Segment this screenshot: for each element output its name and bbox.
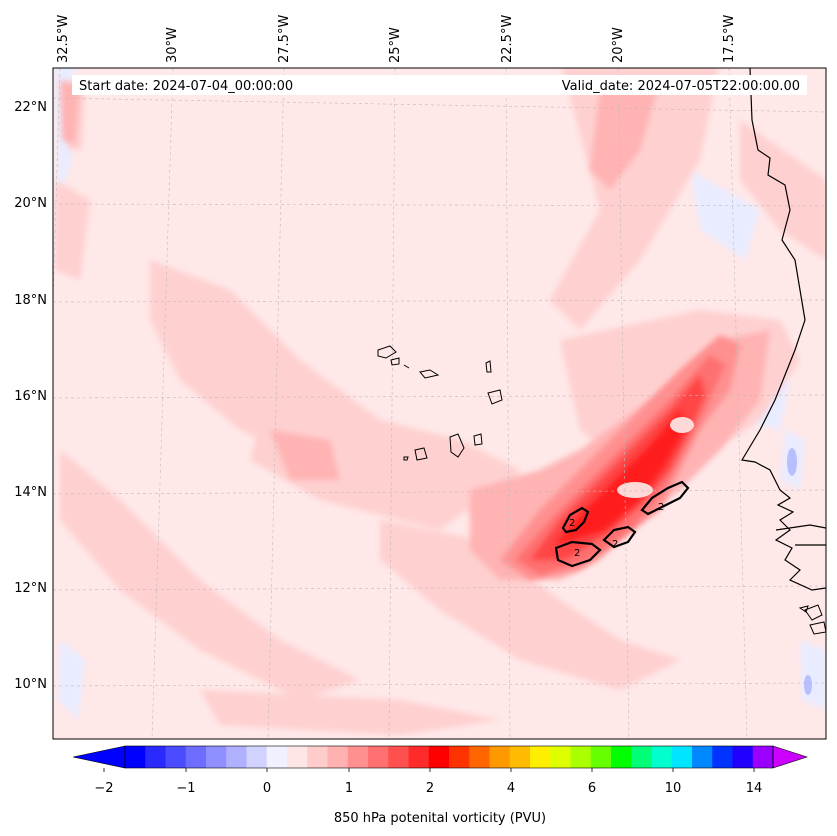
blue-dots [787, 448, 812, 695]
cb-tick-label: 14 [746, 781, 763, 796]
graticule [53, 68, 826, 739]
pv-2-contours [554, 480, 690, 568]
colorbar-cells [125, 746, 774, 768]
colorbar-cell [145, 746, 166, 768]
colorbar-cell [307, 746, 328, 768]
contour-label: 2 [658, 502, 664, 513]
pv-inner-light [617, 417, 694, 498]
cb-tick-label: 0 [263, 781, 271, 796]
colorbar-cell [611, 746, 632, 768]
contour-2-b [554, 540, 602, 568]
colorbar-cell [692, 746, 713, 768]
lon-label: 25°W [388, 27, 403, 63]
colorbar-cell [347, 746, 369, 768]
lon-label: 27.5°W [277, 15, 292, 63]
colorbar-cell [651, 746, 673, 768]
cb-tick-label: −2 [94, 781, 113, 796]
colorbar-cell [752, 746, 774, 768]
contour-labels: 2 2 2 2 [569, 502, 664, 559]
map-panel: 2 2 2 2 Start date: 2024-07-04_00:00:00 … [53, 68, 826, 739]
colorbar-cell [489, 746, 511, 768]
contour-2-d [640, 480, 690, 516]
colorbar-cell [125, 746, 146, 768]
cb-tick-label: −1 [176, 781, 195, 796]
lon-label: 20°W [611, 27, 626, 63]
colorbar-cell [327, 746, 349, 768]
colorbar-under-arrow [72, 745, 126, 769]
colorbar-cell [165, 746, 187, 768]
colorbar-cell [550, 746, 571, 768]
lat-label: 12°N [14, 581, 47, 596]
cb-tick-label: 2 [426, 781, 434, 796]
colorbar-cell [449, 746, 470, 768]
valid-date-label: Valid_date: 2024-07-05T22:00:00.00 [562, 79, 800, 94]
coastline-africa [741, 68, 826, 591]
colorbar-cell [266, 746, 288, 768]
colorbar-frame [124, 745, 774, 769]
contour-2-c [602, 525, 637, 549]
map-frame [52, 67, 827, 740]
contour-label: 2 [569, 518, 575, 529]
colorbar-label: 850 hPa potenital vorticity (PVU) [334, 811, 546, 826]
cb-tick-label: 6 [588, 781, 596, 796]
colorbar-cell [712, 746, 733, 768]
colorbar-cell [590, 746, 612, 768]
colorbar-cell [408, 746, 430, 768]
colorbar-cell [388, 746, 409, 768]
start-date-label: Start date: 2024-07-04_00:00:00 [79, 79, 293, 94]
colorbar-cell [509, 746, 531, 768]
colorbar-cell [206, 746, 227, 768]
colorbar-cell [226, 746, 247, 768]
cb-tick-label: 10 [665, 781, 682, 796]
colorbar-cell [368, 746, 389, 768]
header-box [72, 75, 807, 95]
lon-label: 17.5°W [722, 15, 737, 63]
colorbar-cell [428, 746, 450, 768]
contour-label: 2 [612, 539, 618, 550]
colorbar-cell [631, 746, 652, 768]
lon-label: 30°W [165, 27, 180, 63]
colorbar-ticks [103, 768, 755, 772]
cb-tick-label: 1 [345, 781, 353, 796]
latitude-labels: 22°N 20°N 18°N 16°N 14°N 12°N 10°N [14, 100, 47, 692]
lon-label: 22.5°W [500, 15, 515, 63]
colorbar-over-arrow [772, 745, 808, 769]
contour-2-a [561, 506, 590, 534]
colorbar: −2 −1 0 1 2 4 6 10 14 850 hPa potenital … [72, 745, 808, 826]
colorbar-cell [469, 746, 490, 768]
colorbar-cell [570, 746, 592, 768]
lat-label: 18°N [14, 293, 47, 308]
contour-label: 2 [574, 548, 580, 559]
lat-label: 10°N [14, 677, 47, 692]
colorbar-cell [732, 746, 754, 768]
lat-label: 20°N [14, 196, 47, 211]
colorbar-cell [185, 746, 207, 768]
colorbar-cell [287, 746, 308, 768]
lat-label: 16°N [14, 389, 47, 404]
lat-label: 22°N [14, 100, 47, 115]
cape-verde-islands [377, 345, 503, 461]
cb-tick-label: 4 [507, 781, 515, 796]
lat-label: 14°N [14, 485, 47, 500]
colorbar-cell [530, 746, 551, 768]
lon-label: 32.5°W [56, 15, 71, 63]
island-bissagos [798, 604, 826, 635]
colorbar-cell [671, 746, 693, 768]
longitude-labels: 32.5°W 30°W 27.5°W 25°W 22.5°W 20°W 17.5… [56, 15, 737, 63]
colorbar-tick-labels: −2 −1 0 1 2 4 6 10 14 [94, 781, 762, 796]
colorbar-cell [246, 746, 268, 768]
